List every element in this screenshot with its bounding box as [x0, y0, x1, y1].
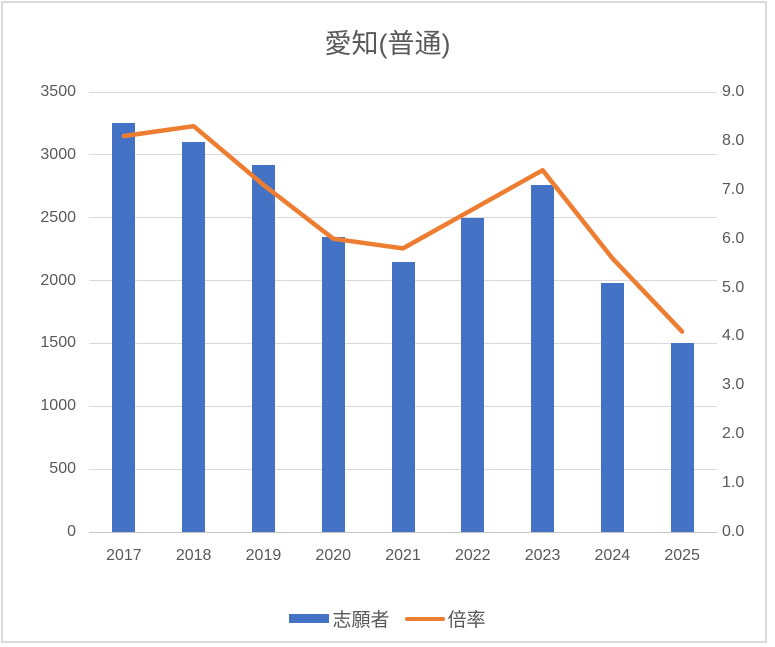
y-axis-tick-label-left: 1500	[40, 334, 76, 352]
legend: 志願者 倍率	[0, 605, 775, 632]
y-axis-tick-label-left: 2500	[40, 208, 76, 226]
y-axis-tick-label-left: 3500	[40, 83, 76, 100]
bar-2018	[182, 142, 206, 532]
x-axis-line	[89, 531, 717, 533]
bar-2020	[321, 236, 345, 532]
y-axis-tick-label-right: 9.0	[722, 83, 745, 100]
y-axis-tick-label-right: 0.0	[722, 523, 745, 540]
legend-item-ratio: 倍率	[404, 605, 486, 632]
y-axis-tick-label-right: 3.0	[722, 376, 745, 394]
y-axis-tick-label-right: 4.0	[722, 327, 745, 345]
x-axis-tick-label: 2022	[454, 547, 491, 564]
bar-series-swatch	[289, 614, 330, 623]
y-axis-tick-label-left: 500	[49, 460, 76, 478]
x-axis-tick-label: 2025	[664, 547, 700, 564]
y-axis-tick-label-left: 1000	[40, 397, 76, 415]
gridline	[89, 91, 717, 93]
chart-title: 愛知(普通)	[324, 29, 451, 59]
x-axis-tick-label: 2020	[315, 547, 352, 564]
x-axis-tick-label: 2019	[245, 547, 282, 564]
x-axis-tick-label: 2017	[106, 547, 142, 564]
x-axis-tick-label: 2018	[175, 547, 212, 564]
bar-2025	[670, 343, 694, 532]
y-axis-tick-label-right: 2.0	[722, 425, 745, 443]
y-axis-tick-label-left: 0	[67, 523, 76, 540]
legend-item-applicants: 志願者	[289, 605, 390, 632]
y-axis-tick-label-left: 3000	[40, 145, 76, 163]
x-axis-tick-label: 2024	[594, 547, 631, 564]
legend-label: 倍率	[447, 610, 486, 631]
x-axis-tick-label: 2023	[524, 547, 561, 564]
bar-2024	[600, 283, 624, 532]
bar-2017	[112, 123, 136, 532]
bar-2023	[531, 185, 555, 532]
y-axis-tick-label-right: 8.0	[722, 131, 745, 149]
y-axis-tick-label-right: 6.0	[722, 229, 745, 247]
line-series-swatch	[404, 616, 445, 621]
x-axis-tick-label: 2021	[385, 547, 421, 564]
bar-2021	[391, 261, 415, 532]
y-axis-tick-label-left: 2000	[40, 271, 76, 289]
legend-label: 志願者	[332, 610, 390, 631]
bar-2019	[251, 164, 275, 532]
y-axis-tick-label-right: 1.0	[722, 474, 745, 492]
y-axis-tick-label-right: 7.0	[722, 180, 745, 198]
bar-2022	[461, 217, 485, 532]
y-axis-tick-label-right: 5.0	[722, 278, 745, 296]
